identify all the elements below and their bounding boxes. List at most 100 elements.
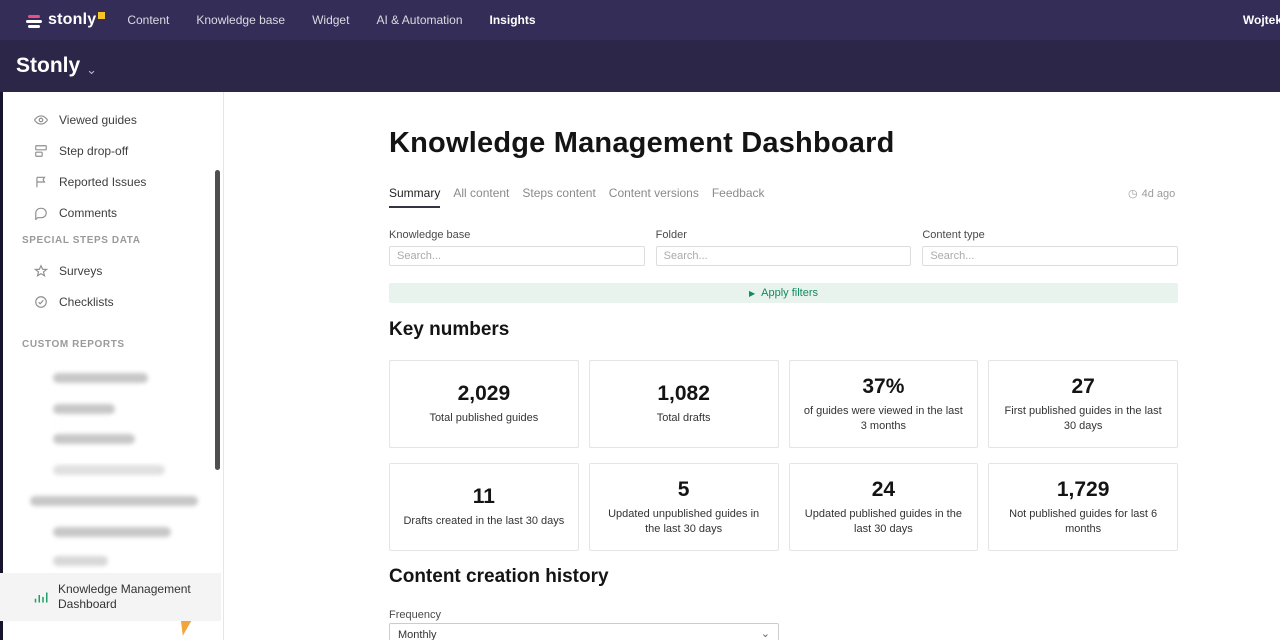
- stat-label: Drafts created in the last 30 days: [403, 515, 565, 528]
- sidebar-item-label: Viewed guides: [59, 113, 137, 127]
- stat-card-not-published: 1,729 Not published guides for last 6 mo…: [988, 463, 1178, 551]
- tab-feedback[interactable]: Feedback: [711, 186, 765, 200]
- redacted-report-item[interactable]: [53, 373, 148, 383]
- checklist-icon: [35, 296, 47, 308]
- filter-label: Knowledge base: [389, 229, 471, 241]
- filters-row: Knowledge base Folder Content type: [389, 229, 1179, 266]
- nav-item-knowledge-base[interactable]: Knowledge base: [196, 13, 286, 27]
- redacted-report-item[interactable]: [53, 434, 135, 444]
- stat-label: Updated published guides in the last 30 …: [804, 507, 962, 535]
- flag-icon: [36, 176, 46, 188]
- knowledge-base-search-input[interactable]: [389, 246, 645, 266]
- frequency-select[interactable]: Monthly ⌄: [389, 623, 779, 640]
- sidebar-item-step-drop-off[interactable]: Step drop-off: [0, 136, 221, 166]
- sidebar-section-custom-reports: CUSTOM REPORTS: [22, 339, 125, 350]
- sidebar-item-label: Comments: [59, 206, 118, 220]
- stat-value: 2,029: [457, 382, 511, 406]
- redacted-report-item[interactable]: [53, 527, 171, 537]
- stat-value: 27: [1071, 374, 1095, 398]
- steps-icon: [35, 145, 47, 157]
- nav-item-content[interactable]: Content: [127, 13, 170, 27]
- last-updated: ◷ 4d ago: [1128, 187, 1176, 201]
- sidebar-item-label: Knowledge Management Dashboard: [58, 582, 191, 611]
- filter-label: Folder: [655, 229, 687, 241]
- redacted-report-item[interactable]: [53, 556, 108, 566]
- filter-label: Content type: [922, 229, 985, 241]
- stat-label: Updated unpublished guides in the last 3…: [608, 507, 760, 535]
- sidebar-left-edge: [0, 92, 3, 640]
- sidebar-item-label: Reported Issues: [59, 175, 147, 189]
- stat-value: 5: [677, 477, 690, 501]
- last-updated-text: 4d ago: [1141, 187, 1176, 200]
- page-title: Knowledge Management Dashboard: [389, 127, 895, 159]
- filter-knowledge-base: Knowledge base: [389, 229, 645, 266]
- chevron-down-icon: ⌄: [760, 627, 770, 640]
- filter-folder: Folder: [655, 229, 912, 266]
- stonly-logo[interactable]: stonly: [26, 10, 106, 30]
- sidebar-item-viewed-guides[interactable]: Viewed guides: [0, 105, 221, 135]
- sidebar-section-special-steps-data: SPECIAL STEPS DATA: [22, 235, 141, 246]
- star-icon: [34, 264, 48, 278]
- stat-value: 1,082: [657, 382, 710, 406]
- stat-card-updated-published: 24 Updated published guides in the last …: [788, 463, 979, 551]
- sidebar-item-checklists[interactable]: Checklists: [0, 287, 221, 317]
- tab-summary[interactable]: Summary: [389, 186, 441, 208]
- nav-item-widget[interactable]: Widget: [312, 13, 350, 27]
- tab-all-content[interactable]: All content: [453, 186, 510, 200]
- key-numbers-grid: 2,029 Total published guides 1,082 Total…: [389, 360, 1178, 551]
- sidebar-item-comments[interactable]: Comments: [0, 198, 221, 228]
- stonly-logo-icon: [26, 14, 42, 30]
- tab-steps-content[interactable]: Steps content: [522, 186, 596, 200]
- main-content: Knowledge Management Dashboard Summary A…: [389, 92, 1280, 640]
- top-navigation-bar: stonly Content Knowledge base Widget AI …: [0, 0, 1280, 40]
- chevron-down-icon[interactable]: ⌄: [86, 62, 98, 77]
- stat-card-total-published-guides: 2,029 Total published guides: [389, 360, 579, 448]
- stat-label: First published guides in the last 30 da…: [1004, 404, 1162, 432]
- dashboard-tabs: Summary All content Steps content Conten…: [389, 186, 765, 208]
- frequency-label: Frequency: [389, 609, 441, 621]
- stat-label: of guides were viewed in the last 3 mont…: [803, 404, 963, 432]
- stat-label: Not published guides for last 6 months: [1009, 507, 1158, 535]
- sidebar-item-reported-issues[interactable]: Reported Issues: [0, 167, 221, 197]
- stat-label: Total drafts: [656, 412, 711, 425]
- clock-icon: ◷: [1128, 188, 1138, 200]
- content-type-search-input[interactable]: [922, 246, 1179, 266]
- sidebar-item-label: Checklists: [59, 295, 114, 309]
- redacted-report-item[interactable]: [53, 465, 165, 475]
- top-nav-menu: Content Knowledge base Widget AI & Autom…: [127, 13, 535, 27]
- redacted-report-item[interactable]: [53, 404, 115, 414]
- user-menu[interactable]: Wojtek K: [1242, 13, 1280, 27]
- tab-content-versions[interactable]: Content versions: [608, 186, 699, 200]
- workspace-header: Stonly ⌄: [0, 40, 1280, 92]
- nav-item-ai-automation[interactable]: AI & Automation: [376, 13, 463, 27]
- folder-search-input[interactable]: [655, 246, 912, 266]
- workspace-name[interactable]: Stonly: [16, 54, 81, 77]
- play-icon: ▶: [748, 288, 756, 298]
- stat-value: 11: [472, 485, 495, 509]
- insights-sidebar: Viewed guides Step drop-off Reported Iss…: [0, 92, 224, 640]
- frequency-selected-value: Monthly: [398, 629, 437, 640]
- content-creation-history-title: Content creation history: [389, 566, 609, 587]
- sidebar-item-label: Step drop-off: [59, 144, 129, 158]
- sidebar-scrollbar[interactable]: [215, 170, 220, 470]
- nav-item-insights[interactable]: Insights: [489, 13, 536, 27]
- apply-filters-label: Apply filters: [761, 287, 818, 299]
- sidebar-item-surveys[interactable]: Surveys: [0, 256, 221, 286]
- brand-name: stonly: [48, 10, 97, 28]
- stat-label: Total published guides: [429, 412, 539, 425]
- stat-card-updated-unpublished: 5 Updated unpublished guides in the last…: [588, 463, 779, 551]
- stat-value: 37%: [862, 374, 905, 398]
- eye-icon: [34, 115, 48, 125]
- comment-icon: [35, 207, 47, 220]
- stat-card-total-drafts: 1,082 Total drafts: [588, 360, 779, 448]
- filter-content-type: Content type: [922, 229, 1179, 266]
- stat-card-drafts-created: 11 Drafts created in the last 30 days: [389, 463, 579, 551]
- sidebar-item-label: Surveys: [59, 264, 103, 278]
- stat-value: 24: [871, 477, 896, 501]
- key-numbers-title: Key numbers: [389, 319, 510, 340]
- redacted-report-item[interactable]: [30, 496, 198, 506]
- sidebar-item-knowledge-management-dashboard[interactable]: Knowledge Management Dashboard: [0, 573, 221, 621]
- bar-chart-icon: [34, 592, 48, 602]
- apply-filters-button[interactable]: ▶ Apply filters: [389, 283, 1178, 303]
- stat-value: 1,729: [1056, 477, 1110, 501]
